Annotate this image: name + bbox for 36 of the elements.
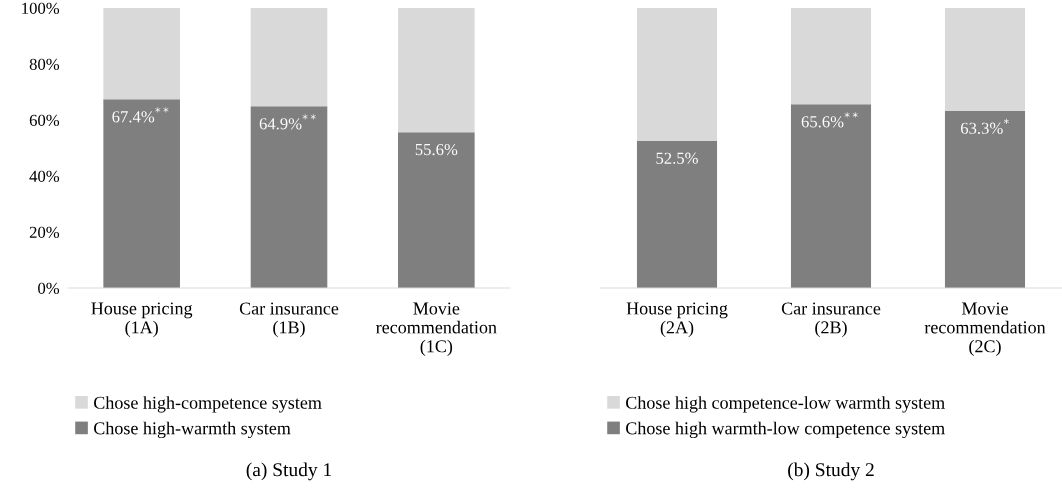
data-label: 52.5% [656, 152, 698, 164]
bar [250, 106, 328, 288]
x-tick-label: Car insurance (2B) [781, 302, 881, 338]
bar [790, 104, 872, 288]
bar [636, 141, 718, 288]
bar [398, 132, 475, 288]
y-tick-label: 40% [29, 170, 60, 182]
y-tick-label: 80% [29, 58, 60, 70]
text: (a) Study 1 [246, 462, 332, 481]
bar [103, 99, 180, 288]
bar [944, 110, 1026, 288]
bar [103, 8, 180, 100]
text: (b) Study 2 [788, 462, 874, 481]
bar [636, 8, 718, 141]
bar [398, 8, 475, 133]
bar [790, 8, 872, 105]
y-tick-label: 20% [29, 226, 60, 238]
y-tick-label: 0% [38, 282, 60, 294]
x-tick-label: Movie recommendation (2C) [924, 302, 1046, 357]
data-label: 67.4%$^{**}$ [112, 107, 169, 123]
x-tick-label: House pricing (1A) [91, 302, 193, 338]
data-label: 63.3%$^{*}$ [960, 118, 1009, 134]
x-tick-label: Movie recommendation (1C) [376, 302, 497, 357]
bar [250, 8, 328, 107]
x-tick-label: Car insurance (1B) [239, 302, 339, 338]
legend-label: Chose high warmth-low competence system [626, 421, 945, 439]
y-tick-label: 60% [29, 114, 60, 126]
y-tick-label: 100% [22, 2, 60, 14]
data-label: 55.6% [415, 143, 458, 156]
data-label: 65.6%$^{**}$ [801, 112, 858, 128]
legend-label: Chose high-warmth system [94, 421, 291, 439]
data-label: 64.9%$^{**}$ [259, 114, 316, 130]
bar [944, 8, 1026, 111]
legend-label: Chose high competence-low warmth system [626, 396, 945, 413]
x-tick-label: House pricing (2A) [626, 302, 728, 338]
legend-label: Chose high-competence system [94, 396, 322, 413]
